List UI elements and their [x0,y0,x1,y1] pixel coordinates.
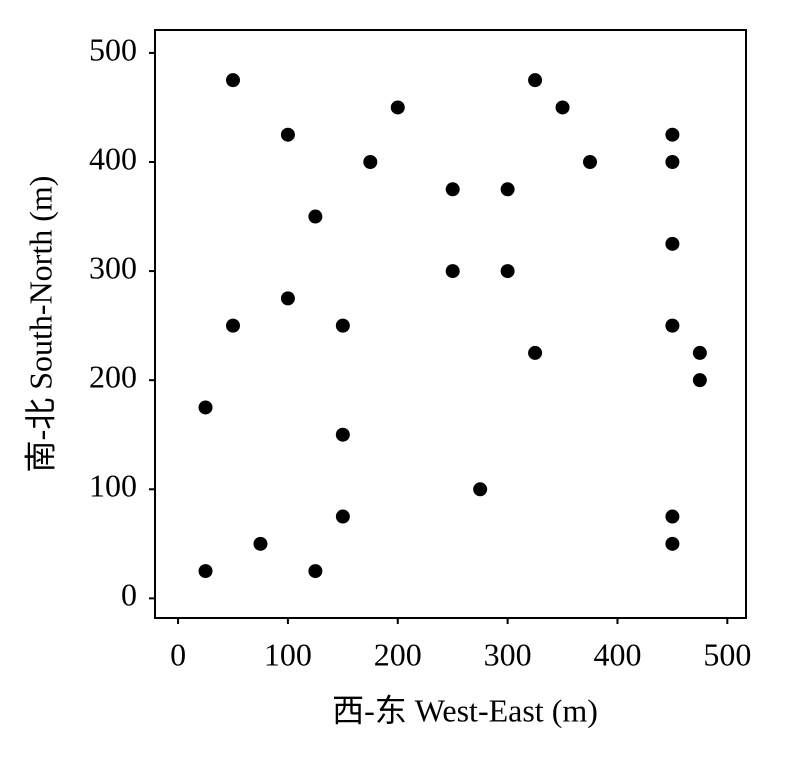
point [445,264,460,279]
plot-frame [154,29,747,619]
y-axis-label: 南-北 South-North (m) [22,176,58,473]
point [363,155,378,169]
point [335,509,350,524]
point [390,100,405,115]
point [335,318,350,333]
point [665,155,680,169]
point [665,536,680,551]
y-tick-label: 200 [89,359,137,395]
point [225,73,240,88]
point [500,182,515,197]
x-tick-label: 300 [484,636,532,672]
x-tick-label: 400 [593,636,641,672]
y-tick-label: 0 [121,577,137,613]
point [583,155,598,169]
x-tick-label: 0 [170,636,186,672]
point [500,264,515,279]
point [198,564,213,579]
point [253,536,268,551]
x-tick-label: 100 [264,636,312,672]
y-tick-label: 300 [89,249,137,285]
x-axis-label: 西-东 West-East (m) [332,692,598,728]
point [308,209,323,224]
point [528,345,543,360]
point [692,373,707,388]
point [473,482,488,497]
y-tick-label: 400 [89,140,137,176]
x-tick-label: 500 [703,636,751,672]
point [225,318,240,333]
point [445,182,460,197]
point [692,345,707,360]
point [198,400,213,415]
point [308,564,323,579]
x-tick-label: 200 [374,636,422,672]
point [528,73,543,88]
point [665,318,680,333]
point [665,127,680,142]
y-tick-label: 100 [89,468,137,504]
point [555,100,570,115]
y-tick-label: 500 [89,31,137,67]
point [280,291,295,306]
point [665,509,680,524]
point [280,127,295,142]
point [335,427,350,442]
point [665,236,680,251]
